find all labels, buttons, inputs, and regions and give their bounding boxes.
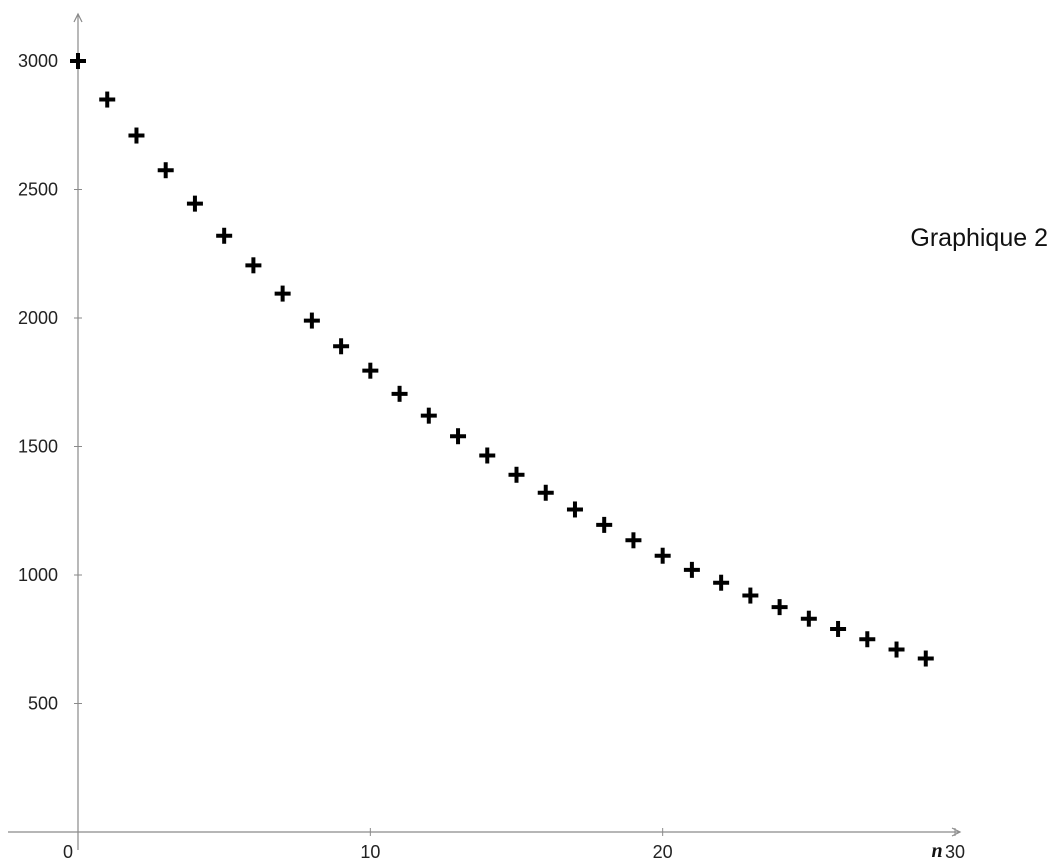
data-point-plus: [771, 599, 788, 616]
data-point-plus: [566, 501, 583, 518]
data-point-plus: [216, 227, 233, 244]
data-point-plus: [362, 362, 379, 379]
data-point-plus: [742, 587, 759, 604]
data-point-plus: [245, 257, 262, 274]
y-tick-label: 2500: [18, 180, 58, 200]
y-axis-arrow-icon: [73, 12, 83, 23]
data-point-plus: [479, 447, 496, 464]
data-point-plus: [303, 312, 320, 329]
data-point-plus: [830, 620, 847, 637]
data-point-plus: [128, 127, 145, 144]
x-axis-label: n: [931, 840, 942, 862]
data-point-plus: [888, 641, 905, 658]
data-point-plus: [800, 610, 817, 627]
data-point-plus: [859, 631, 876, 648]
chart-title: Graphique 2: [910, 224, 1048, 252]
data-point-plus: [157, 162, 174, 179]
data-point-plus: [537, 484, 554, 501]
data-point-plus: [625, 532, 642, 549]
x-tick-label: 0: [63, 842, 73, 862]
data-point-plus: [333, 338, 350, 355]
data-point-plus: [99, 91, 116, 108]
data-point-plus: [450, 428, 467, 445]
data-point-plus: [274, 285, 291, 302]
y-ticks: 500 1000 1500 2000 2500 3000: [18, 51, 82, 714]
data-point-plus: [420, 407, 437, 424]
x-tick-label: 30: [945, 842, 965, 862]
y-tick-label: 2000: [18, 308, 58, 328]
x-tick-label: 10: [360, 842, 380, 862]
y-tick-label: 1000: [18, 565, 58, 585]
y-tick-label: 500: [28, 694, 58, 714]
axes: [8, 12, 962, 850]
y-tick-label: 1500: [18, 437, 58, 457]
data-point-plus: [391, 385, 408, 402]
data-point-plus: [70, 53, 86, 69]
data-point-plus: [713, 574, 730, 591]
data-point-plus: [508, 466, 525, 483]
x-tick-label: 20: [653, 842, 673, 862]
data-point-plus: [654, 547, 671, 564]
data-point-plus: [917, 650, 934, 667]
y-tick-label: 3000: [18, 51, 58, 71]
data-markers: [70, 53, 934, 667]
data-point-plus: [596, 516, 613, 533]
data-point-plus: [683, 561, 700, 578]
x-ticks: 0 10 20 30: [63, 828, 965, 862]
data-point-plus: [186, 195, 203, 212]
